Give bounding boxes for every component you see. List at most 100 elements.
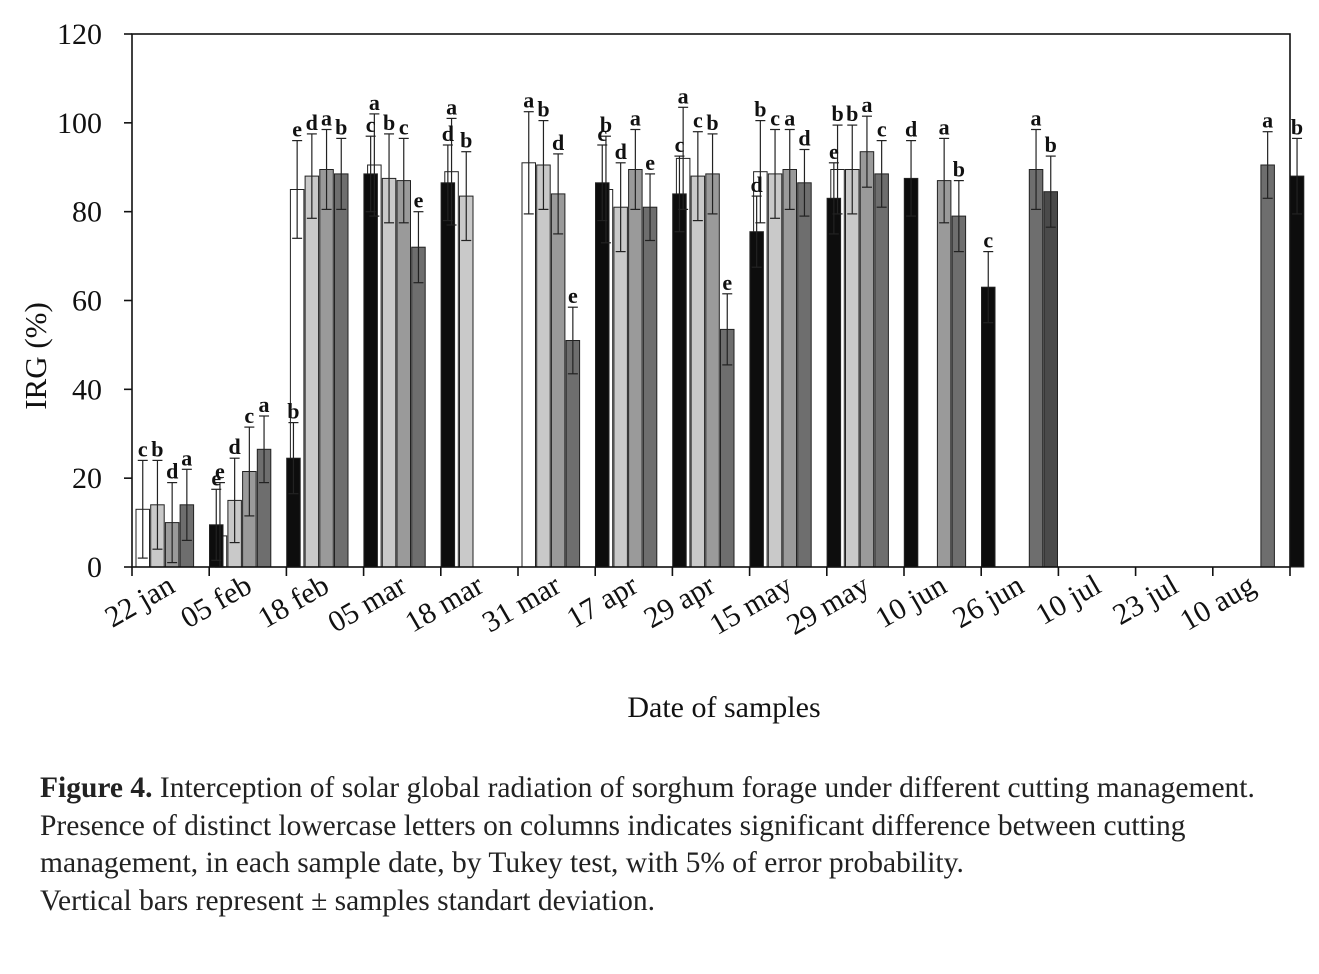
significance-letter: d xyxy=(306,110,318,135)
significance-letter: a xyxy=(630,106,641,131)
bar xyxy=(1260,164,1275,568)
x-tick-label: 23 jul xyxy=(1107,568,1183,631)
significance-letter: c xyxy=(770,106,780,131)
significance-letter: c xyxy=(983,228,993,253)
caption-label: Figure 4. xyxy=(40,772,153,804)
bar xyxy=(903,177,919,568)
bar xyxy=(874,173,889,568)
bar xyxy=(936,180,952,568)
significance-letter: a xyxy=(321,106,332,131)
y-tick-label: 40 xyxy=(72,373,102,406)
bar xyxy=(1289,175,1305,568)
bar xyxy=(521,162,536,568)
bar xyxy=(705,173,720,568)
significance-letter: a xyxy=(939,114,950,139)
bar xyxy=(628,169,643,568)
significance-letter: c xyxy=(675,132,685,157)
significance-letter: e xyxy=(568,283,578,308)
significance-letter: d xyxy=(905,117,917,142)
significance-letter: c xyxy=(244,403,254,428)
y-tick-label: 20 xyxy=(72,462,102,495)
significance-letter: d xyxy=(798,126,810,151)
x-tick-label: 17 apr xyxy=(561,568,643,634)
caption-line-1: Interception of solar global radiation o… xyxy=(152,772,1255,804)
significance-letter: e xyxy=(292,117,302,142)
x-tick-label: 29 may xyxy=(781,568,875,641)
bars-layer xyxy=(135,151,1305,568)
significance-letter: b xyxy=(287,399,299,424)
bar xyxy=(613,206,628,568)
bar xyxy=(951,215,967,568)
significance-letter: c xyxy=(693,108,703,133)
significance-letter: b xyxy=(151,436,163,461)
x-axis-label: Date of samples xyxy=(627,691,820,724)
bar xyxy=(1043,191,1058,568)
bar xyxy=(981,286,996,568)
error-bars-layer xyxy=(137,106,1303,568)
significance-letter: c xyxy=(138,436,148,461)
bar xyxy=(363,173,378,568)
y-tick-label: 80 xyxy=(72,196,102,229)
bar xyxy=(767,173,783,568)
significance-letter: b xyxy=(706,110,718,135)
figure-caption: Figure 4. Interception of solar global r… xyxy=(40,770,1290,920)
bar xyxy=(565,340,581,568)
significance-letter: a xyxy=(678,83,689,108)
x-tick-label: 22 jan xyxy=(99,568,180,634)
significance-letter: d xyxy=(750,172,762,197)
significance-letter: b xyxy=(335,114,347,139)
bar xyxy=(440,182,456,568)
y-axis-label: IRG (%) xyxy=(18,302,53,410)
caption-title: Figure 4. Interception of solar global r… xyxy=(40,770,1290,808)
y-tick-label: 120 xyxy=(57,18,102,51)
bar xyxy=(690,175,706,568)
significance-letter: c xyxy=(366,112,376,137)
significance-letter: e xyxy=(829,139,839,164)
significance-letter: e xyxy=(215,459,225,484)
x-tick-label: 18 feb xyxy=(252,568,334,634)
significance-letter: e xyxy=(645,150,655,175)
significance-letter: b xyxy=(831,101,843,126)
significance-letter: a xyxy=(523,88,534,113)
bar xyxy=(1028,169,1044,568)
significance-letter: c xyxy=(597,121,607,146)
significance-letter: d xyxy=(228,434,240,459)
caption-line-3: Vertical bars represent ± samples standa… xyxy=(40,884,655,917)
significance-letter: a xyxy=(181,445,192,470)
significance-letter: b xyxy=(1291,114,1303,139)
bar xyxy=(536,164,551,568)
bar xyxy=(334,173,349,568)
significance-letter: a xyxy=(446,94,457,119)
bar xyxy=(595,182,610,568)
significance-letter: b xyxy=(953,157,965,182)
x-tick-label: 10 jul xyxy=(1030,568,1106,631)
x-tick-label: 10 jun xyxy=(870,568,952,635)
significance-letter: b xyxy=(460,128,472,153)
x-tick-label: 26 jun xyxy=(947,568,1029,635)
bar xyxy=(411,246,426,568)
x-tick-label: 29 apr xyxy=(638,568,720,634)
significance-letter: a xyxy=(1031,106,1042,131)
bar xyxy=(304,175,320,568)
significance-letter: d xyxy=(615,139,627,164)
significance-letter: b xyxy=(537,97,549,122)
significance-letter: a xyxy=(369,90,380,115)
significance-letter: c xyxy=(877,117,887,142)
caption-line-2: Presence of distinct lowercase letters o… xyxy=(40,809,1186,880)
bar xyxy=(845,169,860,568)
significance-letter: b xyxy=(846,101,858,126)
significance-letter: b xyxy=(383,110,395,135)
significance-letter: b xyxy=(1045,132,1057,157)
y-tick-label: 60 xyxy=(72,285,102,318)
significance-letter: d xyxy=(166,459,178,484)
bar xyxy=(672,193,687,568)
x-tick-label: 10 aug xyxy=(1174,568,1260,637)
significance-letter: e xyxy=(722,270,732,295)
significance-letter: d xyxy=(552,130,564,155)
bar xyxy=(550,193,566,568)
significance-letter: b xyxy=(600,112,612,137)
x-tick-label: 18 mar xyxy=(400,568,489,639)
significance-letter: b xyxy=(754,97,766,122)
